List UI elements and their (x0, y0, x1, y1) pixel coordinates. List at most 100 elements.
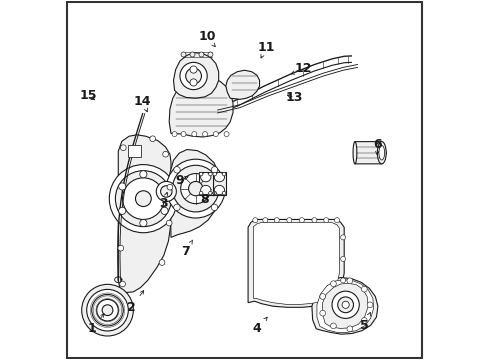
Circle shape (211, 204, 217, 211)
Polygon shape (212, 172, 226, 195)
Circle shape (323, 218, 328, 223)
Circle shape (161, 207, 168, 215)
Circle shape (224, 132, 228, 136)
Circle shape (161, 183, 168, 190)
Circle shape (222, 191, 225, 195)
Circle shape (160, 186, 172, 197)
Text: 2: 2 (127, 291, 143, 314)
Circle shape (346, 326, 352, 332)
Text: 8: 8 (201, 193, 215, 206)
Text: 10: 10 (198, 30, 215, 47)
Circle shape (180, 174, 210, 204)
Circle shape (185, 68, 201, 84)
Circle shape (337, 297, 353, 313)
Circle shape (274, 218, 279, 223)
Polygon shape (322, 283, 367, 328)
Circle shape (319, 294, 325, 299)
Polygon shape (169, 77, 233, 137)
Circle shape (208, 191, 212, 195)
Polygon shape (354, 141, 386, 164)
Circle shape (319, 310, 325, 316)
Polygon shape (173, 53, 218, 98)
Ellipse shape (352, 141, 356, 164)
Circle shape (208, 172, 212, 176)
Circle shape (120, 145, 126, 150)
Circle shape (341, 301, 348, 309)
Ellipse shape (200, 185, 210, 195)
Polygon shape (311, 278, 377, 334)
Circle shape (330, 281, 336, 287)
Circle shape (212, 191, 216, 195)
Circle shape (340, 256, 345, 261)
Circle shape (334, 218, 339, 223)
Circle shape (119, 207, 125, 215)
Text: 1: 1 (87, 314, 104, 335)
Polygon shape (247, 220, 344, 307)
Circle shape (188, 181, 203, 196)
Circle shape (149, 136, 155, 141)
Circle shape (366, 302, 372, 308)
Circle shape (331, 291, 359, 319)
Circle shape (330, 323, 336, 329)
Ellipse shape (377, 141, 386, 164)
Circle shape (119, 183, 125, 190)
Polygon shape (316, 280, 373, 332)
Circle shape (211, 167, 217, 173)
Circle shape (97, 300, 118, 321)
Circle shape (191, 132, 196, 136)
Text: 4: 4 (252, 317, 266, 335)
Circle shape (86, 289, 128, 331)
Circle shape (252, 218, 257, 223)
Ellipse shape (378, 145, 384, 160)
Text: 7: 7 (181, 240, 192, 258)
Circle shape (340, 235, 345, 240)
Ellipse shape (214, 172, 224, 182)
Circle shape (181, 132, 185, 136)
Circle shape (212, 172, 216, 176)
Polygon shape (199, 172, 212, 195)
Text: 12: 12 (291, 62, 312, 75)
Circle shape (340, 278, 345, 283)
Circle shape (190, 79, 197, 86)
Polygon shape (169, 149, 220, 237)
Circle shape (163, 151, 168, 157)
Circle shape (361, 318, 366, 323)
Circle shape (199, 172, 203, 176)
Circle shape (115, 171, 171, 226)
Circle shape (172, 165, 219, 212)
Circle shape (299, 218, 304, 223)
Polygon shape (253, 222, 339, 305)
Circle shape (190, 52, 195, 57)
Circle shape (180, 62, 207, 90)
Circle shape (311, 218, 316, 223)
Ellipse shape (200, 172, 210, 182)
Circle shape (173, 167, 180, 173)
Polygon shape (128, 145, 140, 157)
Text: 9: 9 (175, 174, 188, 186)
Circle shape (81, 284, 133, 336)
Circle shape (135, 191, 151, 207)
Circle shape (166, 220, 172, 226)
Circle shape (207, 52, 212, 57)
Circle shape (118, 245, 123, 251)
Text: 6: 6 (372, 138, 381, 155)
Circle shape (346, 278, 352, 284)
Circle shape (120, 281, 125, 287)
Circle shape (159, 260, 164, 265)
Text: 15: 15 (80, 89, 97, 102)
Ellipse shape (214, 185, 224, 195)
Circle shape (166, 159, 224, 218)
Circle shape (202, 132, 207, 136)
Circle shape (156, 181, 176, 202)
Circle shape (122, 178, 164, 220)
Circle shape (92, 294, 123, 326)
Circle shape (286, 218, 291, 223)
Circle shape (190, 66, 197, 73)
Text: 13: 13 (285, 91, 303, 104)
Circle shape (140, 171, 147, 178)
Circle shape (140, 220, 147, 226)
Circle shape (109, 165, 177, 233)
Circle shape (102, 305, 113, 316)
Circle shape (361, 286, 366, 292)
Circle shape (181, 52, 185, 57)
